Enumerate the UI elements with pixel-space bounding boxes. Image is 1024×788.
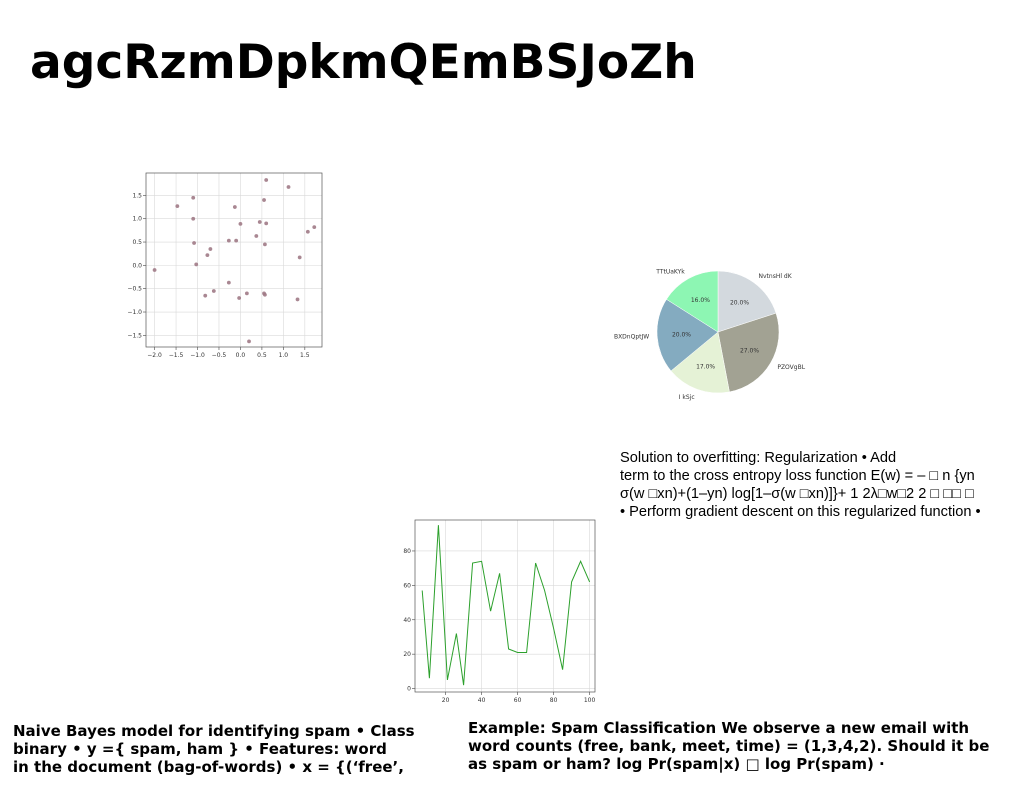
scatter-point xyxy=(211,289,216,293)
x-tick-label: 100 xyxy=(584,697,596,704)
spam-example-text-block: Example: Spam Classification We observe … xyxy=(468,719,1024,773)
scatter-point xyxy=(237,296,242,300)
x-tick-label: 1.5 xyxy=(300,352,310,359)
scatter-point xyxy=(175,204,180,209)
y-tick-label: 1.0 xyxy=(132,216,142,223)
pie-percent-label: 20.0% xyxy=(730,299,749,306)
y-tick-label: 0.5 xyxy=(132,239,142,246)
scatter-point xyxy=(191,216,196,221)
scatter-point xyxy=(286,185,291,189)
scatter-point xyxy=(247,339,251,344)
series-line xyxy=(421,525,591,686)
y-tick-label: −1.5 xyxy=(127,332,142,339)
scatter-point xyxy=(203,293,208,298)
y-tick-label: 0.0 xyxy=(132,262,142,269)
y-tick-label: 20 xyxy=(403,651,411,658)
x-tick-label: 0.5 xyxy=(257,352,267,359)
text-line: binary • y ={ spam, ham } • Features: wo… xyxy=(13,740,387,758)
pie-percent-label: 27.0% xyxy=(740,348,759,355)
plot-frame xyxy=(414,519,596,693)
text-line: term to the cross entropy loss function … xyxy=(620,468,975,484)
pie-slice xyxy=(717,312,780,393)
scatter-point xyxy=(244,291,249,296)
text-line: σ(w □xn)+(1–yn) log[1–σ(w □xn)]}+ 1 2λ□w… xyxy=(620,486,974,502)
scatter-point xyxy=(264,221,269,226)
naive-bayes-text-block: Naive Bayes model for identifying spam •… xyxy=(13,722,453,776)
x-tick-label: 60 xyxy=(514,697,522,704)
scatter-point xyxy=(263,292,267,297)
scatter-point xyxy=(263,242,267,247)
scatter-point xyxy=(205,253,210,258)
scatter-point xyxy=(152,268,157,272)
pie-percent-label: 20.0% xyxy=(672,331,691,338)
pie-slice-label: PZOVgBL xyxy=(777,364,805,371)
x-tick-label: 0.0 xyxy=(236,352,246,359)
scatter-point xyxy=(262,198,266,202)
scatter-chart: −2.0 −1.5 −1.0 −0.5 0.0 0.5 1.0 1.5 −1.5 −1.0 −0.5… xyxy=(127,172,323,359)
pie-slice xyxy=(656,298,719,372)
y-tick-label: 40 xyxy=(403,617,411,624)
text-line: word counts (free, bank, meet, time) = (… xyxy=(468,737,990,755)
text-line: Naive Bayes model for identifying spam •… xyxy=(13,722,415,740)
x-tick-label: −1.5 xyxy=(169,352,184,359)
x-tick-label: 40 xyxy=(478,697,486,704)
scatter-point xyxy=(232,205,237,209)
scatter-point xyxy=(238,221,243,226)
x-tick-label: 1.0 xyxy=(279,352,289,359)
text-line: Example: Spam Classification We observe … xyxy=(468,719,970,737)
scatter-point xyxy=(257,220,262,224)
pie-slice xyxy=(666,270,719,333)
text-line: in the document (bag-of-words) • x = {(‘… xyxy=(13,758,404,776)
y-tick-label: −1.0 xyxy=(127,309,142,316)
pie-slice-label: NvtnsHl dK xyxy=(759,273,793,280)
pie-slice-label: BXDnQptJW xyxy=(614,333,649,340)
scatter-point xyxy=(264,178,269,182)
y-tick-label: 1.5 xyxy=(132,192,142,199)
scatter-point xyxy=(226,280,231,285)
slide-title: agcRzmDpkmQEmBSJoZh xyxy=(30,35,697,90)
scatter-point xyxy=(305,229,310,234)
scatter-point xyxy=(191,195,196,200)
x-tick-label: −1.0 xyxy=(190,352,205,359)
y-tick-label: 0 xyxy=(407,686,411,693)
plot-frame xyxy=(145,172,323,348)
scatter-point xyxy=(194,262,199,267)
pie-chart: 20.0% NvtnsHl dK 27.0% PZOVgBL 17.0% I kSjc 20… xyxy=(614,269,806,401)
scatter-point xyxy=(312,225,317,230)
x-tick-label: 80 xyxy=(550,697,558,704)
y-tick-label: −0.5 xyxy=(127,286,142,293)
pie-slice xyxy=(670,331,730,394)
scatter-point xyxy=(297,255,302,260)
line-chart: 20 40 60 80 100 0 20 40 60 80 xyxy=(403,519,596,704)
pie-slice xyxy=(717,270,777,333)
pie-slice-label: TTtUaKYk xyxy=(655,269,685,276)
y-tick-label: 80 xyxy=(403,548,411,555)
x-tick-label: 20 xyxy=(442,697,450,704)
x-tick-label: −0.5 xyxy=(212,352,227,359)
text-line: as spam or ham? log Pr(spam|x) □ log Pr(… xyxy=(468,755,885,773)
y-tick-label: 60 xyxy=(403,582,411,589)
pie-percent-label: 16.0% xyxy=(691,297,710,304)
text-line: • Perform gradient descent on this regul… xyxy=(620,504,981,520)
scatter-point xyxy=(295,297,300,302)
pie-slice-label: I kSjc xyxy=(679,394,695,401)
text-line: Solution to overfitting: Regularization … xyxy=(620,450,897,466)
x-tick-label: −2.0 xyxy=(147,352,162,359)
regularization-text-block: Solution to overfitting: Regularization … xyxy=(620,449,1020,521)
scatter-point xyxy=(226,238,231,243)
pie-percent-label: 17.0% xyxy=(696,363,715,370)
scatter-point xyxy=(254,234,259,238)
scatter-point xyxy=(234,238,239,243)
scatter-point xyxy=(208,247,213,251)
scatter-point xyxy=(192,241,196,245)
